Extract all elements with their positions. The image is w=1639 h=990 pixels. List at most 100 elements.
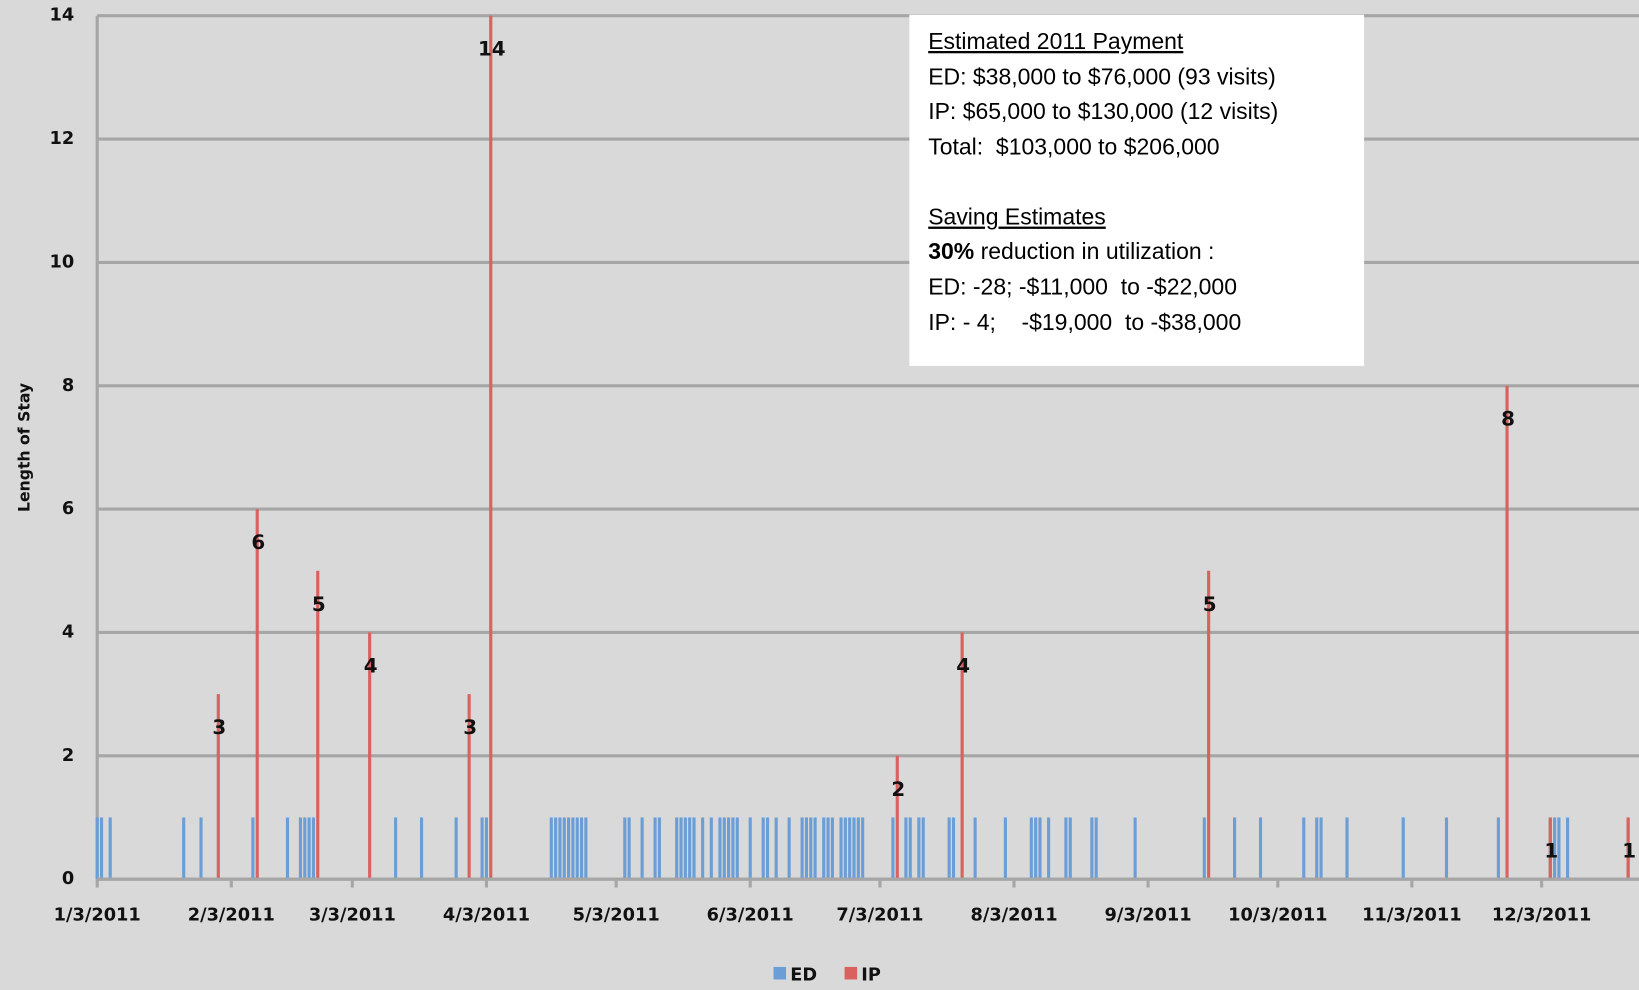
data-label: 2 (891, 778, 905, 801)
bar (1202, 817, 1206, 880)
bar (311, 817, 316, 880)
bar (675, 817, 679, 880)
data-label: 5 (312, 593, 326, 616)
bar (298, 817, 303, 880)
bar (891, 817, 895, 880)
bar (947, 817, 951, 880)
bar (1047, 817, 1051, 880)
bar (567, 817, 571, 880)
bar (921, 817, 925, 880)
bar (761, 817, 765, 880)
bar (95, 817, 99, 880)
y-tick-label: 10 (50, 252, 75, 272)
bar (1345, 817, 1349, 880)
annotation-heading: Saving Estimates (928, 204, 1106, 230)
bar (571, 817, 575, 880)
x-tick-label: 10/3/2011 (1228, 906, 1327, 926)
bar (960, 632, 964, 880)
legend-swatch (844, 966, 858, 980)
data-label: 8 (1501, 408, 1515, 431)
annotation-line: 30% reduction in utilization : (928, 238, 1214, 264)
bar (895, 755, 899, 880)
bar (640, 817, 644, 880)
bar (419, 817, 424, 880)
bar (489, 15, 493, 880)
data-label: 1 (1544, 839, 1558, 862)
legend-label: ED (790, 965, 817, 985)
y-axis-label: Length of Stay (15, 383, 34, 512)
bar (1401, 817, 1405, 880)
bar (727, 817, 731, 880)
annotation-background (909, 14, 1365, 366)
annotation-line: ED: -28; -$11,000 to -$22,000 (928, 274, 1237, 300)
bar (1133, 817, 1137, 880)
bar (843, 817, 847, 880)
y-tick-label: 8 (62, 376, 74, 396)
bar (316, 570, 320, 880)
x-tick-label: 4/3/2011 (443, 906, 530, 926)
bar (1444, 817, 1449, 880)
bar (484, 817, 488, 880)
bar (917, 817, 921, 880)
bar (809, 817, 813, 880)
bar (856, 817, 860, 880)
data-label: 1 (1622, 839, 1636, 862)
data-label: 6 (251, 531, 265, 554)
bar (1233, 817, 1237, 880)
y-tick-label: 4 (62, 622, 74, 642)
x-tick-label: 8/3/2011 (970, 906, 1057, 926)
bar (627, 817, 631, 880)
bar (800, 817, 804, 880)
bar (683, 817, 687, 880)
bar (480, 817, 484, 880)
x-tick-label: 11/3/2011 (1362, 906, 1461, 926)
bar (251, 817, 255, 880)
bar (1302, 817, 1306, 880)
bar (1505, 385, 1509, 880)
y-tick-label: 0 (62, 869, 74, 889)
bar (813, 817, 817, 880)
bar (830, 817, 834, 880)
bar (701, 817, 705, 880)
bar (1068, 817, 1072, 880)
x-tick-label: 9/3/2011 (1105, 906, 1192, 926)
bar (623, 817, 627, 880)
annotation-heading: Estimated 2011 Payment (928, 28, 1184, 54)
bar (549, 817, 553, 880)
y-tick-label: 2 (62, 746, 74, 766)
x-tick-label: 6/3/2011 (707, 906, 794, 926)
bar (1029, 817, 1033, 880)
bar (688, 817, 692, 880)
bar (718, 817, 722, 880)
x-tick-label: 3/3/2011 (309, 906, 396, 926)
bar (1258, 817, 1263, 880)
bar (657, 817, 661, 880)
annotation-line: Total: $103,000 to $206,000 (928, 134, 1219, 160)
x-tick-label: 7/3/2011 (836, 906, 923, 926)
bar (692, 817, 696, 880)
bar (554, 817, 558, 880)
bar (722, 817, 726, 880)
x-tick-label: 2/3/2011 (188, 906, 275, 926)
data-label: 4 (956, 654, 970, 677)
bar (1548, 817, 1552, 880)
bar (255, 509, 259, 880)
bar (394, 817, 398, 880)
bar (839, 817, 843, 880)
bar (653, 817, 657, 880)
bar (748, 817, 752, 880)
bar (108, 817, 112, 880)
bar (731, 817, 735, 880)
bar (787, 817, 791, 880)
bar (579, 817, 584, 880)
bar (1315, 817, 1319, 880)
legend-swatch (773, 966, 787, 980)
bar (1566, 817, 1570, 880)
bar (1034, 817, 1038, 880)
bar (908, 817, 912, 880)
bar (848, 817, 852, 880)
bar (1038, 817, 1042, 880)
bar (774, 817, 778, 880)
